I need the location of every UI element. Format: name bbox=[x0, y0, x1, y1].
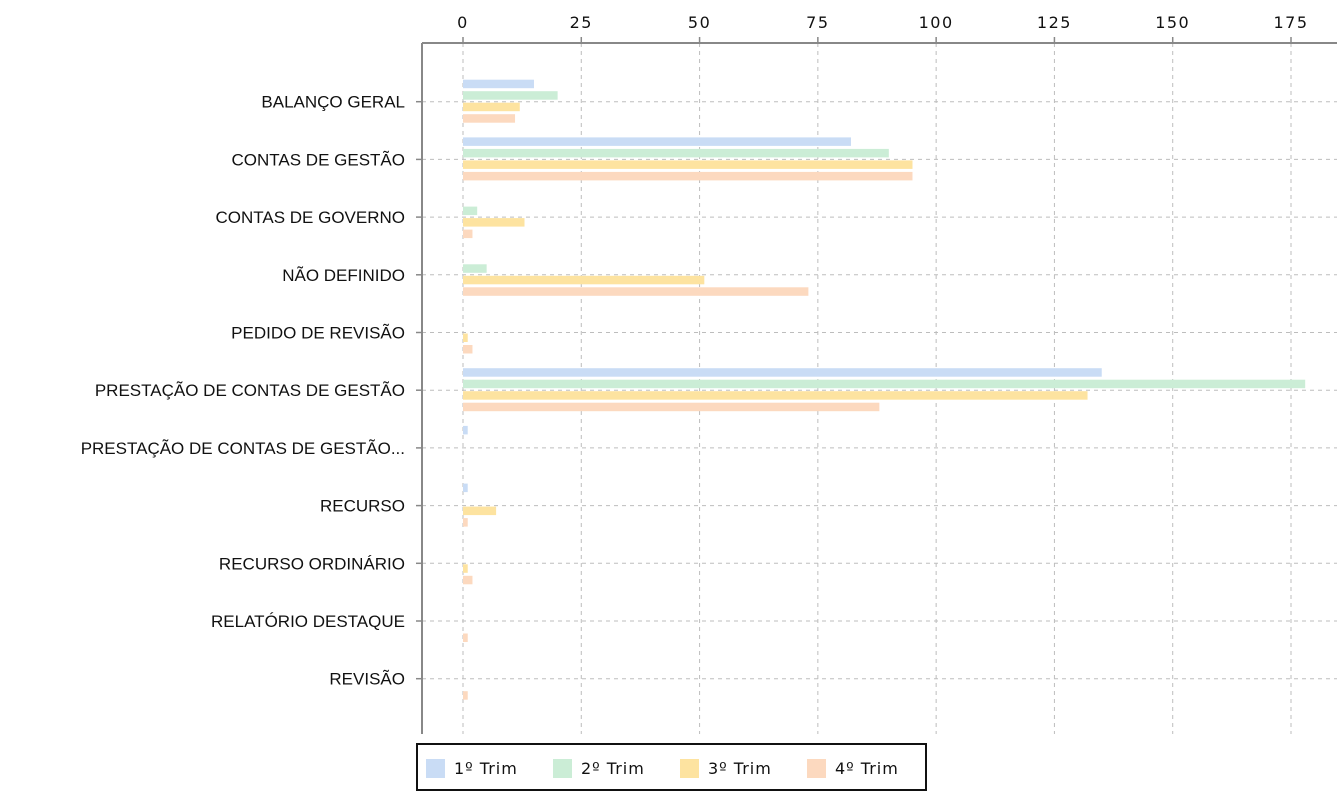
x-tick-label: 150 bbox=[1155, 13, 1190, 32]
bars bbox=[463, 79, 1306, 700]
bar bbox=[463, 264, 487, 273]
legend: 1º Trim 2º Trim 3º Trim 4º Trim bbox=[416, 743, 927, 791]
bar bbox=[463, 564, 468, 573]
bar bbox=[463, 206, 478, 216]
category-label: RELATÓRIO DESTAQUE bbox=[211, 612, 405, 631]
category-label: CONTAS DE GESTÃO bbox=[232, 150, 406, 169]
bar bbox=[463, 160, 913, 169]
legend-swatch bbox=[426, 759, 445, 778]
bar bbox=[463, 368, 1102, 377]
x-tick-label: 50 bbox=[688, 13, 711, 32]
x-tick-label: 100 bbox=[919, 13, 954, 32]
legend-label: 1º Trim bbox=[454, 759, 518, 778]
legend-box bbox=[416, 743, 927, 791]
bar bbox=[463, 391, 1088, 400]
category-label: BALANÇO GERAL bbox=[261, 93, 405, 112]
bar bbox=[463, 137, 851, 146]
legend-swatch bbox=[553, 759, 572, 778]
bar bbox=[463, 114, 516, 123]
category-label: NÃO DEFINIDO bbox=[282, 266, 405, 285]
x-tick-label: 75 bbox=[806, 13, 829, 32]
bar bbox=[463, 483, 468, 493]
bar bbox=[463, 506, 497, 516]
legend-label: 2º Trim bbox=[581, 759, 645, 778]
bar bbox=[463, 229, 473, 239]
bar bbox=[463, 379, 1306, 389]
legend-label: 4º Trim bbox=[835, 759, 899, 778]
bar bbox=[463, 518, 468, 527]
category-label: RECURSO ORDINÁRIO bbox=[219, 554, 405, 573]
bar bbox=[463, 275, 705, 285]
bar bbox=[463, 148, 889, 158]
bar bbox=[463, 218, 525, 227]
bar bbox=[463, 333, 468, 342]
category-label: REVISÃO bbox=[329, 670, 405, 689]
category-label: CONTAS DE GOVERNO bbox=[215, 208, 405, 227]
x-tick-label: 175 bbox=[1273, 13, 1308, 32]
bar bbox=[463, 402, 880, 412]
bar bbox=[463, 171, 913, 181]
category-label: PRESTAÇÃO DE CONTAS DE GESTÃO bbox=[95, 381, 405, 400]
category-label: RECURSO bbox=[320, 497, 405, 516]
bar bbox=[463, 691, 468, 700]
bar bbox=[463, 575, 473, 585]
axes bbox=[421, 42, 1337, 734]
x-tick-label: 25 bbox=[570, 13, 593, 32]
legend-swatch bbox=[807, 759, 826, 778]
category-label: PRESTAÇÃO DE CONTAS DE GESTÃO... bbox=[81, 439, 405, 458]
bar bbox=[463, 345, 473, 354]
category-labels: BALANÇO GERAL CONTAS DE GESTÃO CONTAS DE G… bbox=[81, 93, 405, 689]
bar bbox=[463, 91, 558, 100]
bar bbox=[463, 102, 520, 112]
x-tick-labels: 0 25 50 75 100 125 150 175 bbox=[457, 13, 1308, 32]
x-tick-label: 125 bbox=[1037, 13, 1072, 32]
x-tick-label: 0 bbox=[457, 13, 469, 32]
bar bbox=[463, 633, 468, 642]
legend-swatch bbox=[680, 759, 699, 778]
bar bbox=[463, 79, 534, 89]
legend-label: 3º Trim bbox=[708, 759, 772, 778]
bar bbox=[463, 425, 468, 435]
grid-lines bbox=[416, 37, 1337, 734]
category-label: PEDIDO DE REVISÃO bbox=[231, 324, 405, 343]
bar bbox=[463, 287, 809, 296]
